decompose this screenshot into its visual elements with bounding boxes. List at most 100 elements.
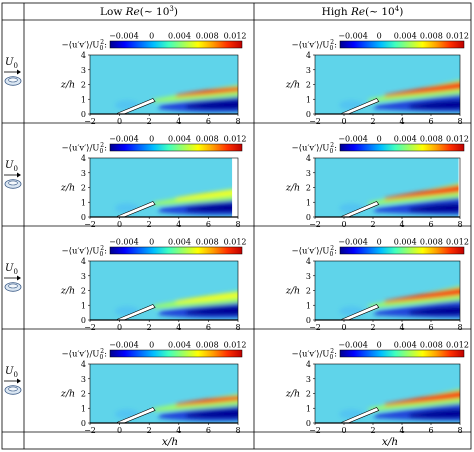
x-tick-label: −2	[309, 323, 321, 332]
colorbar-tick-label: 0.008	[420, 135, 443, 144]
colorbar-tick-label: 0	[149, 238, 154, 247]
colorbar: −⟨u′v′⟩/U02:−0.004 0 0.004 0.008 0.012	[292, 32, 469, 53]
colorbar-tick-label: 0.008	[196, 135, 219, 144]
row-label: U0	[4, 366, 22, 395]
colorbar: −⟨u′v′⟩/U02:−0.004 0 0.004 0.008 0.012	[62, 238, 247, 259]
wing-section	[116, 201, 156, 217]
flow-arrow-head	[17, 69, 21, 75]
x-tick-label: 0	[117, 220, 122, 229]
y-axis-label: z/h	[285, 80, 300, 91]
heatmap-field	[115, 158, 238, 217]
colorbar-label: −⟨u′v′⟩/U02:	[292, 348, 337, 361]
column-header-tail: (∼ 10	[140, 6, 170, 18]
flow-arrow-head	[17, 275, 21, 281]
x-tick-label: 0	[341, 117, 346, 126]
heatmap-structures	[115, 84, 238, 113]
x-tick-label: −2	[84, 323, 96, 332]
column-header-close: )	[174, 6, 178, 18]
x-tick-label: −2	[309, 117, 321, 126]
y-tick-label: 3	[306, 66, 311, 75]
x-axis-label: x/h	[382, 436, 398, 448]
y-tick-label: 1	[306, 404, 311, 413]
x-tick-label: 8	[235, 323, 240, 332]
wing-section	[341, 407, 380, 423]
x-tick-label: −2	[309, 220, 321, 229]
y-axis-label: z/h	[60, 286, 75, 297]
colorbar-tick-label: 0.012	[446, 32, 469, 41]
colorbar-label-sub: 0	[99, 45, 103, 52]
colorbar-tick-label: 0.004	[168, 135, 191, 144]
colorbar-tick-label: 0.008	[420, 32, 443, 41]
y-tick-label: 1	[306, 301, 311, 310]
y-tick-label: 4	[306, 154, 311, 163]
colorbar-label-sub: 0	[329, 251, 333, 258]
colorbar-tick-label: 0	[149, 341, 154, 350]
freestream-subscript: 0	[13, 62, 17, 70]
y-tick-label: 0	[81, 419, 86, 428]
colorbar-bar	[339, 40, 465, 49]
freestream-label: U0	[5, 263, 18, 276]
column-header-re: Re	[125, 6, 140, 18]
freestream-symbol: U	[5, 366, 14, 377]
heatmap-field	[339, 79, 460, 114]
x-tick-label: 8	[235, 426, 240, 435]
masked-region	[232, 158, 238, 217]
y-axis-label: z/h	[285, 183, 300, 194]
y-tick-label: 0	[306, 213, 311, 222]
colorbar-label-colon: :	[104, 247, 107, 257]
wing-section	[116, 304, 156, 320]
colorbar-bar	[339, 143, 465, 152]
heatmap-field	[115, 393, 238, 423]
y-tick-label: 1	[81, 301, 86, 310]
colorbar-label-main: −⟨u′v′⟩/U	[62, 144, 100, 154]
colorbar-tick-label: 0.004	[394, 238, 417, 247]
colorbar-label: −⟨u′v′⟩/U02:	[62, 39, 107, 52]
colorbar-tick-label: −0.004	[109, 135, 139, 144]
flow-arrow-head	[17, 378, 21, 384]
wing-section	[116, 98, 156, 114]
freestream-symbol: U	[5, 263, 14, 274]
positive-stress-core	[384, 391, 460, 407]
freestream-label: U0	[5, 57, 18, 70]
y-tick-label: 3	[306, 375, 311, 384]
y-tick-label: 2	[306, 390, 311, 399]
positive-stress-core	[384, 82, 460, 98]
y-axis-label: z/h	[285, 389, 300, 400]
colorbar-tick-label: −0.004	[109, 238, 139, 247]
x-tick-label: 8	[235, 220, 240, 229]
colorbar-label-main: −⟨u′v′⟩/U	[292, 247, 330, 257]
y-tick-label: 4	[306, 360, 311, 369]
y-tick-label: 3	[81, 66, 86, 75]
y-tick-label: 2	[81, 287, 86, 296]
column-header-prefix: High	[322, 6, 351, 18]
colorbar-label: −⟨u′v′⟩/U02:	[292, 245, 337, 258]
negative-stress-core	[186, 100, 238, 110]
x-tick-label: 6	[206, 220, 211, 229]
rotor-hub-icon	[8, 283, 18, 289]
colorbar-label-sup: 2	[100, 39, 104, 46]
column-header-prefix: Low	[100, 6, 126, 18]
colorbar-tick-label: 0	[377, 135, 382, 144]
colorbar-tick-label: 0.008	[420, 341, 443, 350]
row-label: U0	[4, 160, 22, 189]
positive-stress-core	[175, 292, 238, 304]
y-tick-label: 0	[81, 213, 86, 222]
colorbar-tick-label: 0	[377, 238, 382, 247]
x-tick-label: −2	[84, 117, 96, 126]
colorbar-label-colon: :	[104, 350, 107, 360]
colorbar-tick-label: 0.008	[196, 238, 219, 247]
colorbar-label-sup: 2	[330, 39, 334, 46]
colorbar-label-sup: 2	[100, 142, 104, 149]
colorbar-tick-label: 0	[377, 32, 382, 41]
colorbar-label-main: −⟨u′v′⟩/U	[62, 247, 100, 257]
heatmap-structures	[339, 79, 460, 112]
colorbar-label-colon: :	[334, 41, 337, 51]
colorbar-tick-label: 0.012	[446, 135, 469, 144]
negative-stress-core	[409, 409, 460, 419]
colorbar-tick-label: 0.008	[196, 341, 219, 350]
heatmap-field	[115, 290, 238, 320]
